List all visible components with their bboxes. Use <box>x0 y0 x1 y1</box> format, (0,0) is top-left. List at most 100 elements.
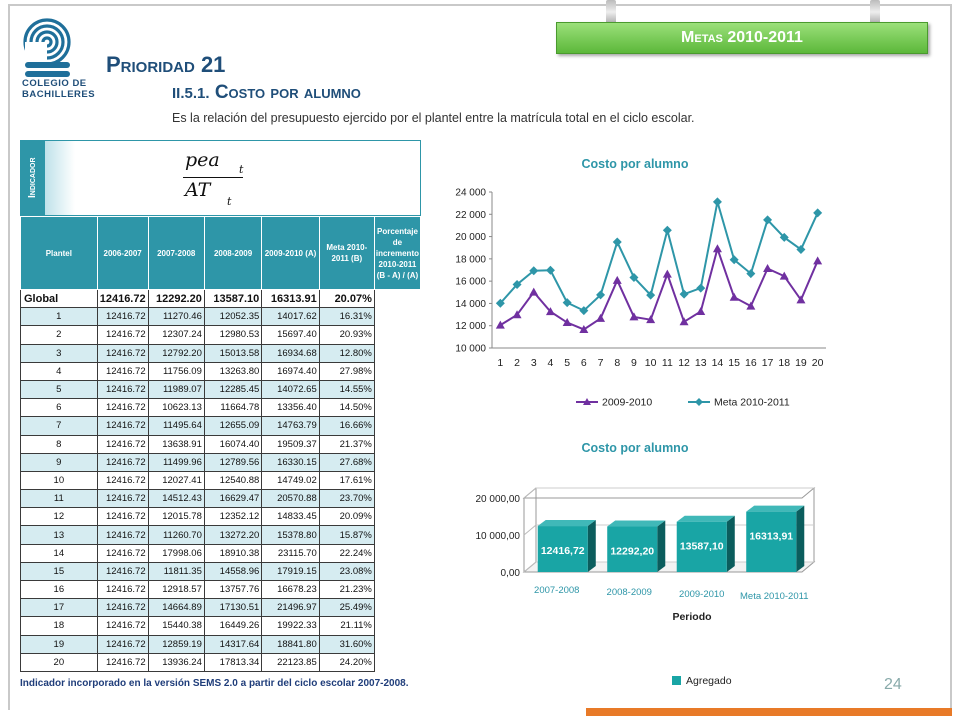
table-cell: 21.23% <box>318 579 375 600</box>
x-tick-label: 10 <box>645 357 657 369</box>
bar-side <box>796 505 805 572</box>
table-cell: 15 <box>20 561 98 582</box>
data-point <box>612 275 622 284</box>
table-cell: 18910.38 <box>203 543 263 563</box>
data-point <box>512 310 522 319</box>
header-plantel: Plantel <box>20 216 98 290</box>
metas-banner: Metas 2010-2011 <box>556 22 928 54</box>
table-cell: 16 <box>20 579 98 600</box>
table-cell: 16974.40 <box>261 361 320 381</box>
series-line-meta-2010-2011 <box>499 201 819 312</box>
data-point <box>712 197 722 207</box>
table-row: 20 12416.72 13936.24 17813.34 22123.85 24.20% <box>20 652 421 672</box>
data-point <box>679 289 689 299</box>
bar-top <box>746 505 805 512</box>
table-cell: 14017.62 <box>261 307 320 327</box>
table-cell: 12027.41 <box>147 470 205 491</box>
table-row: 9 12416.72 11499.96 12789.56 16330.15 27.68% <box>20 452 421 472</box>
table-row: 8 12416.72 13638.91 16074.40 19509.37 21.37% <box>20 434 421 454</box>
table-cell: 11756.09 <box>147 361 205 381</box>
table-cell: 14833.45 <box>261 507 320 527</box>
table-cell: 21.37% <box>318 434 375 454</box>
y-tick-label: 18 000 <box>455 254 486 265</box>
table-cell: 18 <box>20 616 98 636</box>
legend-marker <box>695 398 703 406</box>
y-tick-label: 20 000,00 <box>476 494 521 505</box>
x-tick-label: 20 <box>812 357 824 369</box>
table-cell: 16629.47 <box>203 489 263 509</box>
data-point <box>763 215 773 225</box>
table-cell: 19509.37 <box>261 434 320 454</box>
table-cell: 1 <box>20 307 98 327</box>
table-cell: 16074.40 <box>203 434 263 454</box>
table-cell: 16313.91 <box>261 288 320 309</box>
data-point <box>813 208 823 218</box>
colegio-logo-icon <box>23 18 71 77</box>
table-cell: 12416.72 <box>96 652 149 672</box>
table-row-global: Global 12416.72 12292.20 13587.10 16313.91 20… <box>20 288 421 309</box>
header-2006-2007: 2006-2007 <box>96 216 149 290</box>
table-cell: 13 <box>20 525 98 545</box>
x-category-label: 2009-2010 <box>679 589 724 600</box>
y-tick-label: 0,00 <box>501 568 521 579</box>
x-tick-label: 17 <box>762 357 774 369</box>
table-cell: 11499.96 <box>147 452 205 472</box>
table-row: 3 12416.72 12792.20 15013.58 16934.68 12.80% <box>20 343 421 363</box>
table-row: 4 12416.72 11756.09 13263.80 16974.40 27.98% <box>20 361 421 381</box>
table-cell: 12859.19 <box>147 634 205 654</box>
chart-back-top <box>522 487 816 499</box>
table-body: Global 12416.72 12292.20 13587.10 16313.91 20… <box>20 288 421 672</box>
table-cell: 10623.13 <box>147 398 205 418</box>
table-cell: 14 <box>20 543 98 563</box>
table-cell: 11270.46 <box>147 307 205 327</box>
table-cell: 12416.72 <box>96 543 149 563</box>
y-tick-label: 10 000,00 <box>476 531 521 542</box>
table-cell: 7 <box>20 416 98 436</box>
table-cell: 9 <box>20 452 98 472</box>
data-point <box>662 269 672 278</box>
data-point <box>712 244 722 253</box>
bar-front <box>676 521 727 572</box>
table-cell: 12540.88 <box>203 470 263 491</box>
line-chart: Costo por alumno 10 000 12 000 14 000 16 000… <box>455 157 826 409</box>
table-cell: 21.11% <box>318 616 375 636</box>
y-tick-label: 22 000 <box>455 210 486 221</box>
x-tick-label: 11 <box>662 357 673 369</box>
x-tick-label: 12 <box>678 357 690 369</box>
table-cell: 11989.07 <box>147 379 205 400</box>
table-cell: 23.08% <box>318 561 375 582</box>
table-cell: 27.98% <box>318 361 375 381</box>
table-cell: 12052.35 <box>203 307 263 327</box>
table-cell: 12416.72 <box>96 470 149 491</box>
table-cell: 8 <box>20 434 98 454</box>
data-point <box>579 324 589 333</box>
table-row: 1 12416.72 11270.46 12052.35 14017.62 16.31% <box>20 307 421 327</box>
table-cell: 16678.23 <box>261 579 320 600</box>
table-cell: 13356.40 <box>261 398 320 418</box>
data-point <box>612 237 622 247</box>
table-cell: 14749.02 <box>261 470 320 491</box>
bar-value-label: 13587,10 <box>680 541 724 553</box>
table-cell: 14512.43 <box>147 489 205 509</box>
footnote: Indicador incorporado en la versión SEMS… <box>20 678 409 689</box>
table-cell: 13272.20 <box>203 525 263 545</box>
table-cell: 14072.65 <box>261 379 320 400</box>
formula-fraction-bar <box>183 177 243 178</box>
table-cell: 12792.20 <box>147 343 205 363</box>
table-cell: 25.49% <box>318 598 375 618</box>
x-tick-label: 14 <box>712 357 724 369</box>
data-point <box>629 272 639 282</box>
x-tick-label: 13 <box>695 357 707 369</box>
table-row: 7 12416.72 11495.64 12655.09 14763.79 16.66% <box>20 416 421 436</box>
table-row: 2 12416.72 12307.24 12980.53 15697.40 20.93% <box>20 325 421 345</box>
table-cell: 11 <box>20 489 98 509</box>
table-cell: 12416.72 <box>96 343 149 363</box>
table-cell: 13936.24 <box>147 652 205 672</box>
table-cell: 13587.10 <box>203 288 263 309</box>
section-number: II.5.1. <box>172 85 210 102</box>
table-cell: 16.66% <box>318 416 375 436</box>
data-point <box>529 287 539 296</box>
data-point <box>545 265 555 275</box>
section-title: II.5.1. Costo por alumno <box>172 82 361 104</box>
frame-bottom-accent <box>586 708 952 716</box>
